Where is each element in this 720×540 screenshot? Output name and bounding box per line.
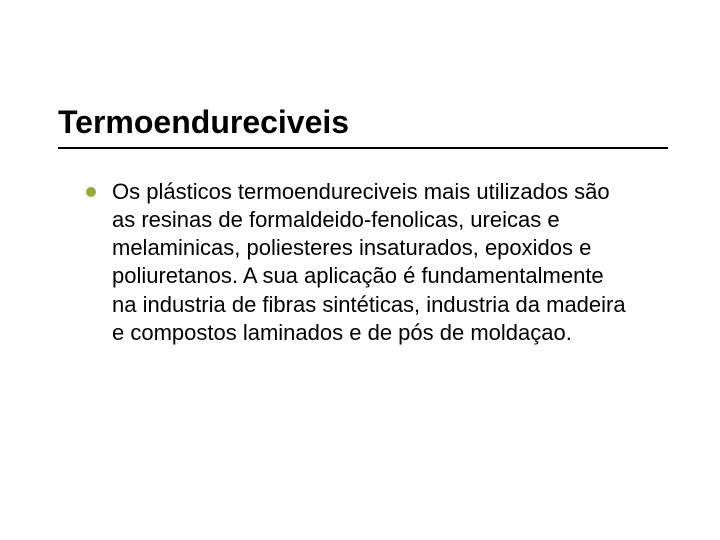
slide-title: Termoendureciveis [58,104,668,147]
bullet-icon [86,187,96,197]
slide: Termoendureciveis Os plásticos termoendu… [0,0,720,540]
bullet-item: Os plásticos termoendureciveis mais util… [86,178,626,347]
title-underline [58,147,668,149]
body-area: Os plásticos termoendureciveis mais util… [86,178,626,347]
bullet-text: Os plásticos termoendureciveis mais util… [112,178,626,347]
title-area: Termoendureciveis [58,104,668,149]
